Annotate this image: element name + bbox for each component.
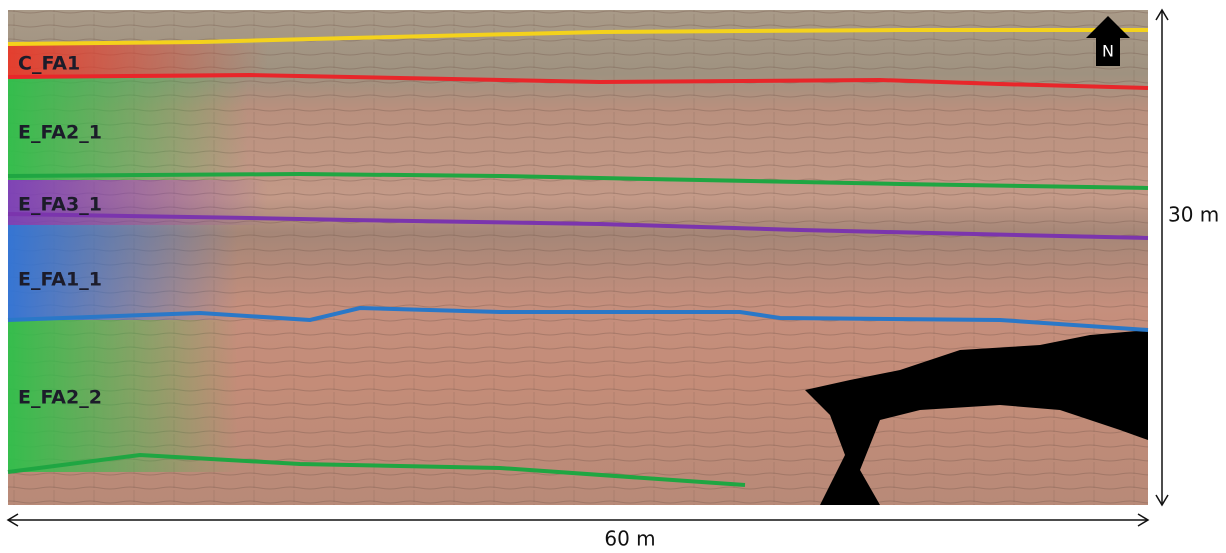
facies-label: E_FA1_1 [18,269,102,291]
figure: C_FA1 E_FA2_1 E_FA3_1 E_FA1_1 E_FA2_2 N … [0,0,1226,553]
north-label: N [1102,42,1114,61]
facies-label: E_FA2_1 [18,122,102,144]
facies-label: C_FA1 [18,53,80,75]
facies-label: E_FA3_1 [18,194,102,216]
vertical-scale: 30 m [1168,203,1219,227]
facies-label: E_FA2_2 [18,387,102,409]
horizontal-scale: 60 m [604,527,655,551]
